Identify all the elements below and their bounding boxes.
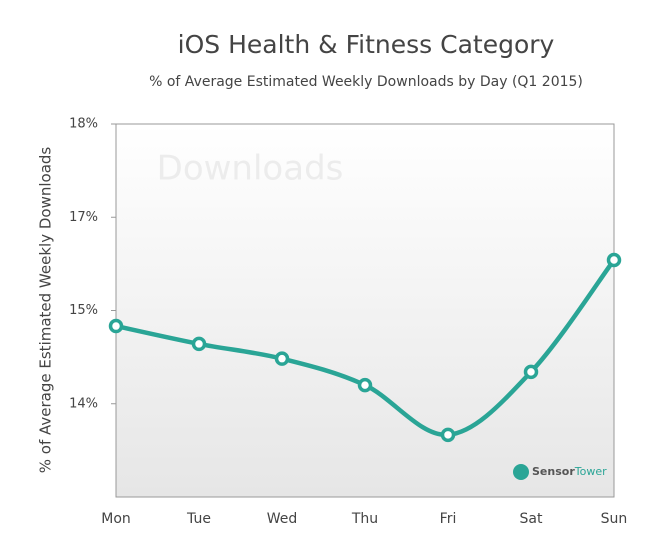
x-tick-label: Thu — [351, 511, 378, 527]
point — [108, 318, 124, 334]
brand-name: SensorTower — [532, 465, 607, 478]
chart-title: iOS Health & Fitness Category — [178, 30, 555, 59]
point — [357, 377, 373, 393]
plot-area — [115, 123, 615, 498]
point — [523, 364, 539, 380]
y-tick-label: 18% — [69, 117, 98, 132]
x-tick-label: Sat — [520, 511, 543, 527]
y-tick-label: 17% — [69, 210, 98, 225]
logo-icon — [513, 464, 529, 480]
point — [440, 427, 456, 443]
y-tick-label: 15% — [69, 303, 98, 318]
brand-part: Sensor — [532, 465, 575, 478]
x-tick-label: Sun — [601, 511, 628, 527]
brand-logo: SensorTower — [513, 464, 607, 480]
point — [191, 336, 207, 352]
y-tick-label: 14% — [69, 396, 98, 411]
point — [606, 252, 622, 268]
chart-subtitle: % of Average Estimated Weekly Downloads … — [149, 74, 583, 90]
y-axis-label: % of Average Estimated Weekly Downloads — [37, 147, 55, 474]
point — [274, 351, 290, 366]
x-tick-label: Tue — [186, 511, 211, 527]
x-tick-label: Mon — [101, 511, 131, 527]
x-tick-label: Fri — [440, 511, 457, 527]
watermark: Downloads — [157, 149, 344, 189]
x-tick-label: Wed — [267, 511, 298, 527]
brand-part: Tower — [574, 465, 607, 478]
